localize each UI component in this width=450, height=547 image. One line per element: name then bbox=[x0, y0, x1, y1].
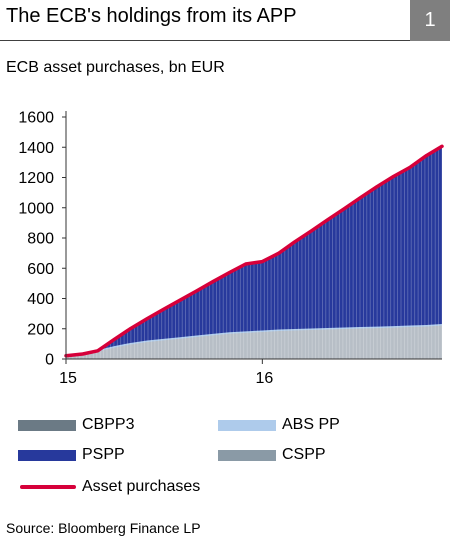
y-tick-label: 200 bbox=[27, 321, 54, 338]
y-tick-label: 400 bbox=[27, 291, 54, 308]
y-tick-label: 1000 bbox=[18, 200, 54, 217]
source-note: Source: Bloomberg Finance LP bbox=[6, 520, 201, 536]
legend-label-pspp: PSPP bbox=[82, 446, 125, 463]
series-line-asset-purchases bbox=[64, 144, 444, 358]
legend-swatch-cspp bbox=[218, 450, 276, 461]
legend-label-cbpp3: CBPP3 bbox=[82, 416, 135, 433]
legend-label-cspp: CSPP bbox=[282, 446, 326, 463]
area-pspp bbox=[66, 146, 442, 356]
legend-swatch-abs-pp bbox=[218, 420, 276, 431]
title-bar: The ECB's holdings from its APP 1 bbox=[0, 0, 450, 41]
y-tick-label: 0 bbox=[45, 352, 54, 369]
figure-number-badge: 1 bbox=[410, 0, 450, 41]
y-tick-label: 1400 bbox=[18, 140, 54, 157]
area-abs-pp bbox=[65, 324, 443, 357]
legend-label-abs-pp: ABS PP bbox=[282, 416, 340, 433]
chart-plot: 0 200 400 600 800 1000 1200 1400 1600 15 16 bbox=[18, 110, 444, 387]
chart-title: The ECB's holdings from its APP bbox=[6, 5, 297, 27]
chart-subtitle: ECB asset purchases, bn EUR bbox=[6, 59, 225, 76]
y-tick-label: 600 bbox=[27, 261, 54, 278]
legend-swatch-pspp bbox=[18, 450, 76, 461]
title-divider bbox=[0, 40, 410, 41]
y-tick-label: 1600 bbox=[18, 110, 54, 127]
legend-label-asset-purchases: Asset purchases bbox=[82, 478, 201, 495]
legend-line-asset-purchases bbox=[20, 485, 76, 489]
y-tick-label: 800 bbox=[27, 231, 54, 248]
y-tick-label: 1200 bbox=[18, 170, 54, 187]
x-tick-label: 16 bbox=[255, 370, 273, 387]
x-tick-label: 15 bbox=[59, 370, 77, 387]
legend-swatch-cbpp3 bbox=[18, 420, 76, 431]
legend: CBPP3 ABS PP PSPP CSPP Asset purchases bbox=[0, 407, 450, 507]
area-cbpp3 bbox=[66, 324, 442, 359]
